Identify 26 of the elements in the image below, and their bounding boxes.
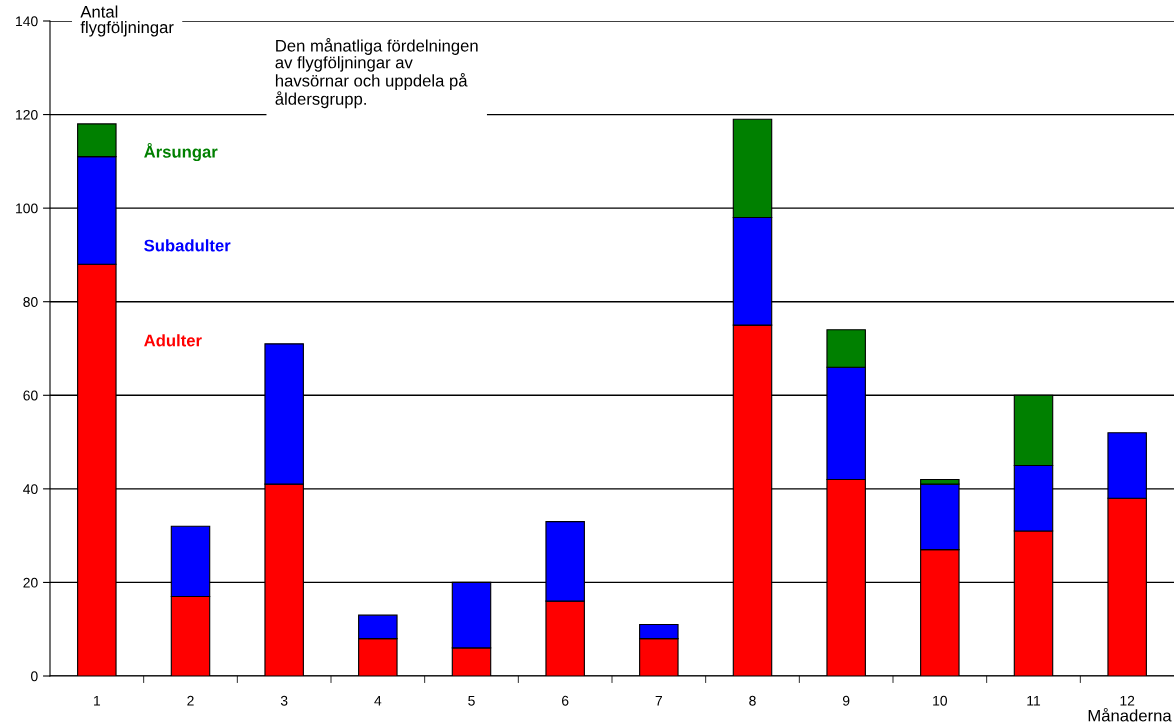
y-axis-title: Antal flygföljningar bbox=[80, 5, 174, 37]
x-tick-label: 7 bbox=[655, 695, 662, 706]
x-tick-label: 12 bbox=[1120, 695, 1135, 706]
x-tick-label: 4 bbox=[374, 695, 382, 706]
series-label: Årsungar bbox=[144, 142, 218, 162]
series-label: Subadulter bbox=[144, 239, 231, 252]
x-tick-label: 10 bbox=[933, 695, 948, 706]
y-tick-label: 40 bbox=[23, 484, 38, 495]
x-tick-label: 2 bbox=[187, 695, 194, 706]
series-label: Adulter bbox=[144, 334, 202, 347]
y-tick-label: 120 bbox=[16, 109, 38, 120]
y-tick-label: 140 bbox=[16, 16, 38, 27]
y-tick-label: 0 bbox=[31, 671, 38, 682]
text: Den månatliga fördelningen av flygföljningar av havsörnar och uppdela på åldersgrupp. bbox=[275, 38, 478, 109]
x-tick-label: 9 bbox=[842, 695, 850, 706]
x-tick-label: 11 bbox=[1027, 695, 1041, 706]
y-tick-label: 100 bbox=[16, 203, 38, 214]
y-tick-label: 20 bbox=[23, 577, 38, 588]
y-tick-label: 80 bbox=[23, 297, 38, 307]
x-tick-label: 1 bbox=[94, 695, 101, 706]
x-tick-label: 8 bbox=[749, 695, 756, 706]
x-tick-label: 5 bbox=[468, 695, 475, 706]
x-tick-label: 6 bbox=[562, 695, 569, 706]
y-tick-label: 60 bbox=[23, 390, 38, 401]
x-axis-title: Månaderna bbox=[1088, 707, 1172, 722]
x-tick-label: 3 bbox=[280, 695, 288, 706]
